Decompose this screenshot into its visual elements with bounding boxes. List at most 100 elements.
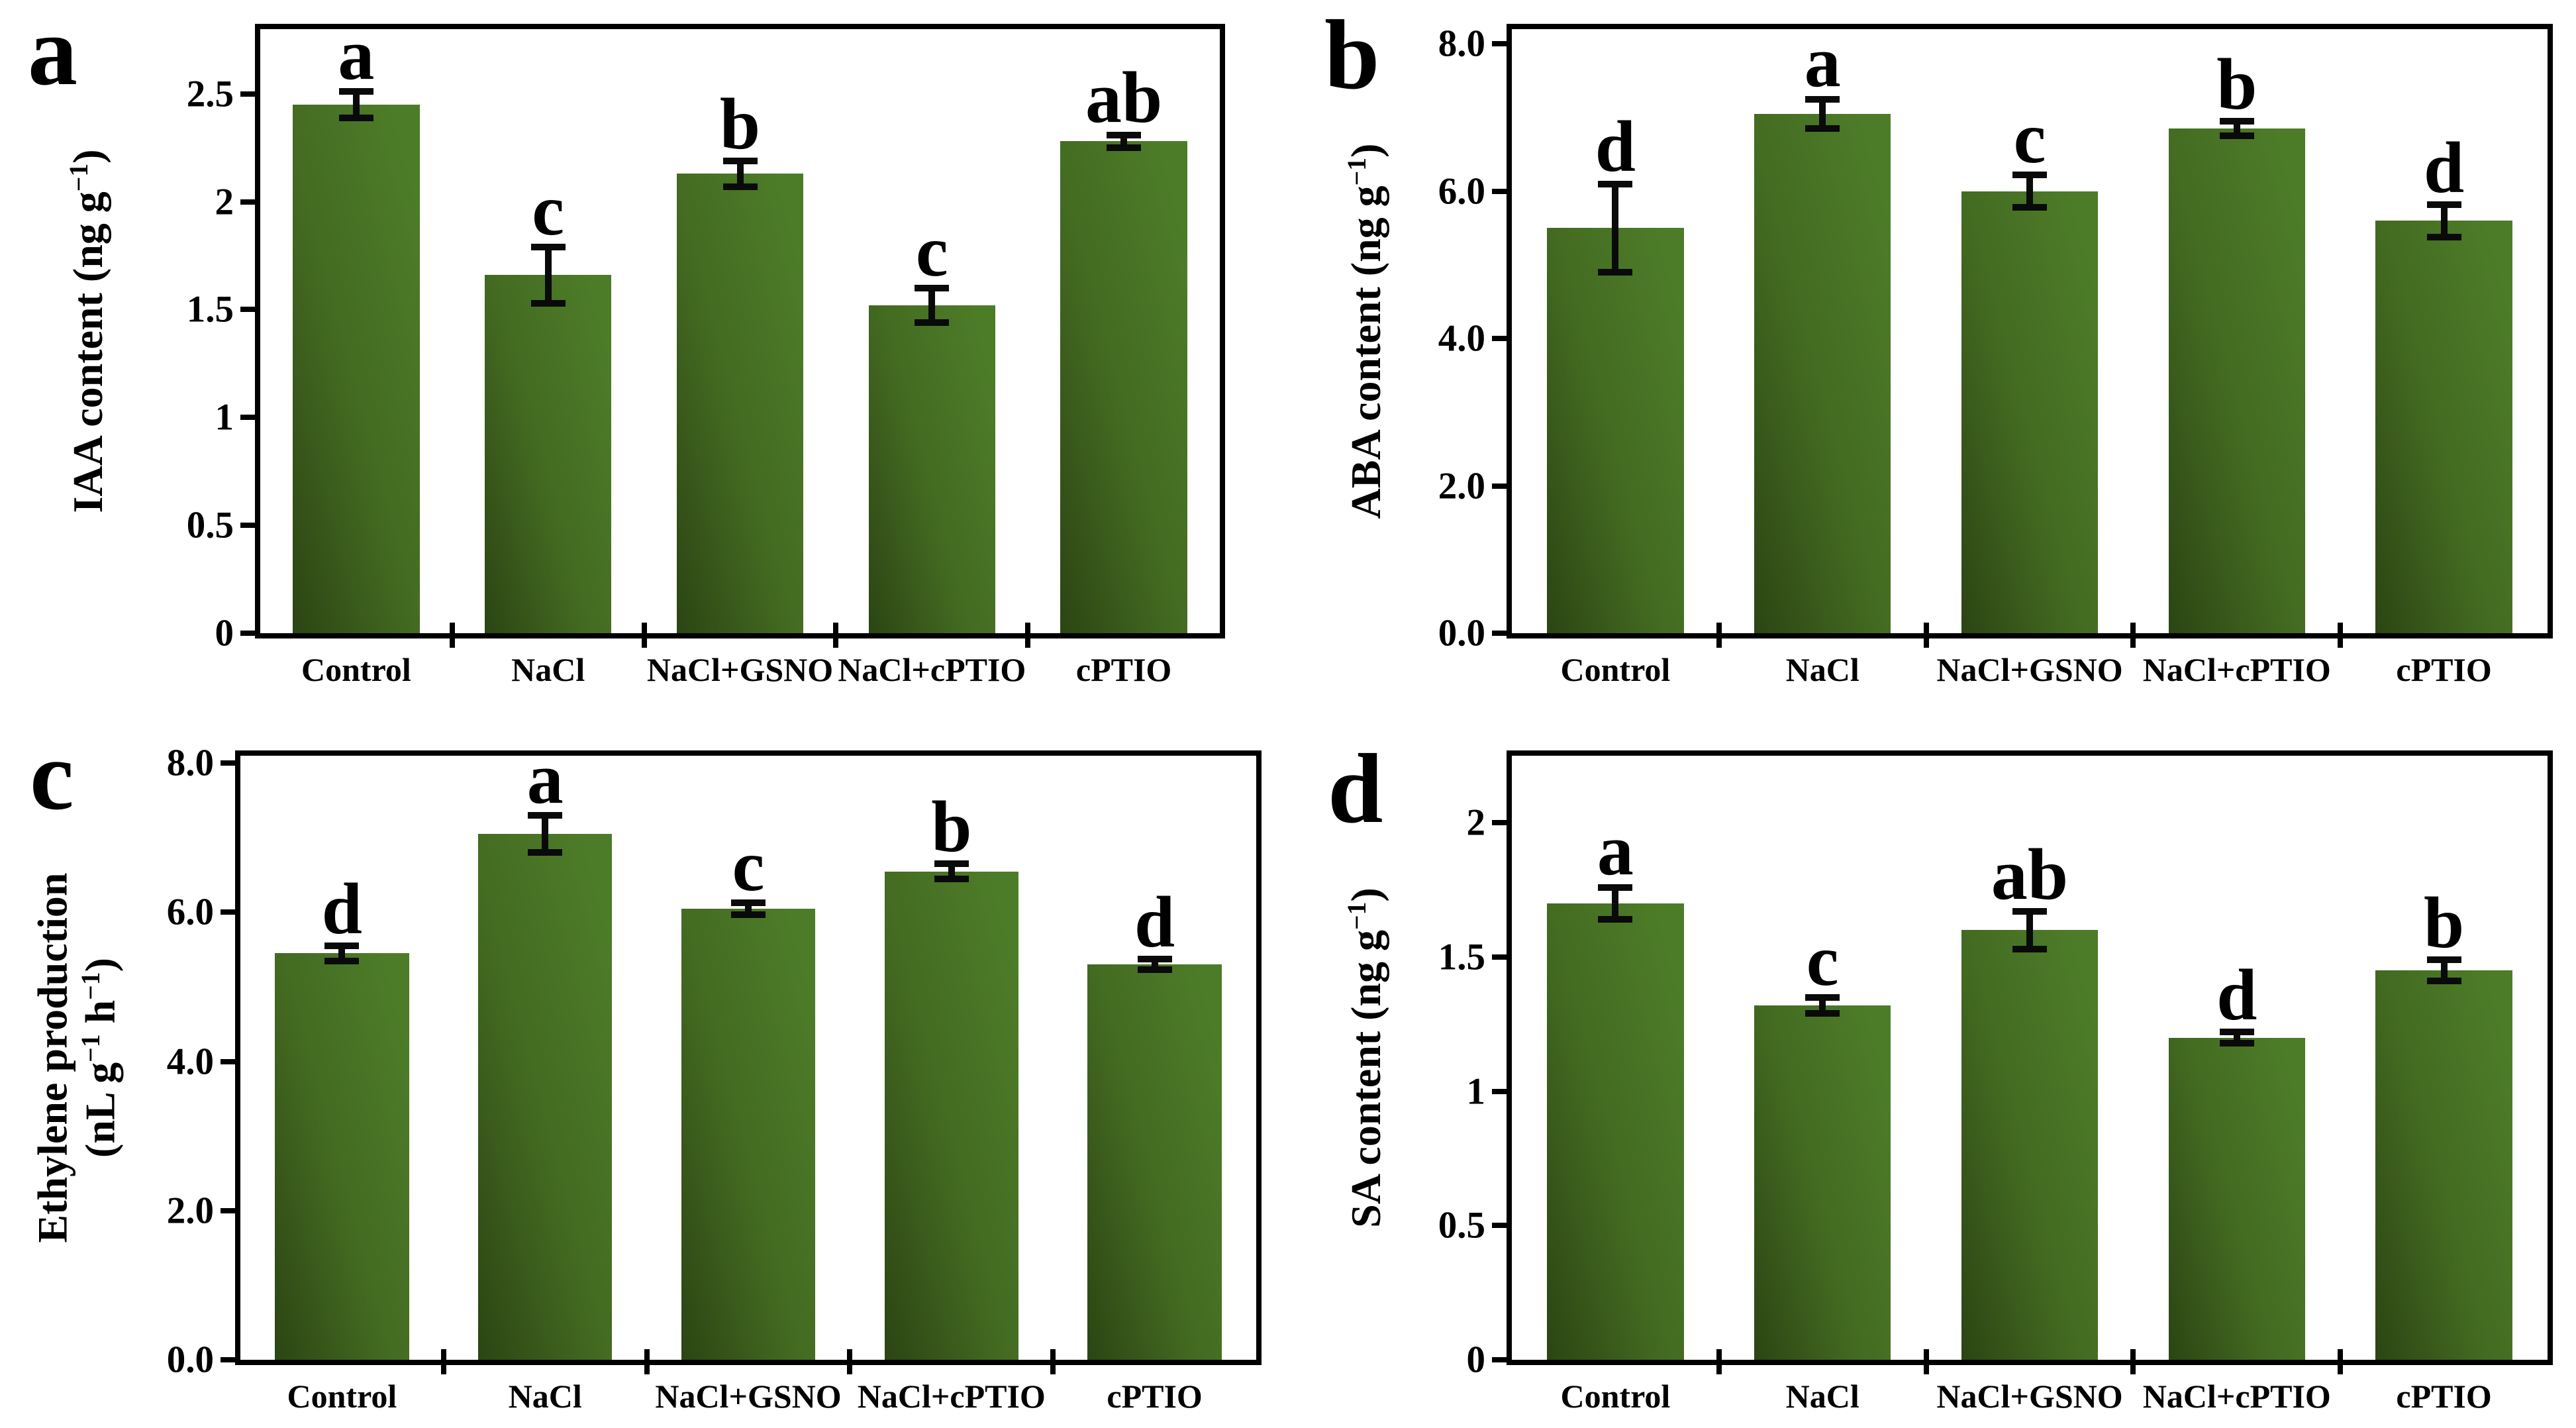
- category-label-control: Control: [287, 1378, 397, 1415]
- category-label-control: Control: [1560, 1378, 1671, 1415]
- error-bar-cap: [915, 319, 950, 326]
- category-label-nacl-cptio: NaCl+cPTIO: [857, 1378, 1046, 1415]
- y-axis-title: ABA content (ng g−1): [1342, 144, 1390, 519]
- y-tick-label: 6.0: [166, 891, 214, 933]
- error-bar-cap: [1598, 180, 1633, 187]
- error-bar-cap: [324, 943, 360, 950]
- category-label-nacl-cptio: NaCl+cPTIO: [2142, 1378, 2331, 1415]
- error-bar-cap: [1805, 994, 1840, 1001]
- error-bar-cap: [731, 911, 766, 918]
- error-bar-cptio: [1151, 959, 1158, 970]
- bar-nacl: [485, 275, 612, 633]
- significance-letter-control: d: [1595, 106, 1636, 187]
- error-bar-cap: [2426, 201, 2461, 208]
- error-bar-cap: [2012, 908, 2047, 915]
- y-axis-title-line: Ethylene production: [28, 872, 76, 1243]
- x-axis-tick-mark: [1716, 1349, 1722, 1374]
- bar-control: [1547, 228, 1684, 633]
- error-bar-cap: [1137, 966, 1172, 974]
- error-bar-cap: [2012, 204, 2047, 211]
- y-tick-label: 0.5: [186, 504, 234, 546]
- y-axis-title: SA content (ng g−1): [1342, 888, 1390, 1228]
- y-axis-title-line: SA content (ng g−1): [1342, 888, 1389, 1228]
- y-tick-mark: [240, 631, 255, 636]
- error-bar-control: [352, 91, 360, 118]
- significance-letter-nacl-gsno: c: [2013, 97, 2046, 179]
- y-tick-mark: [1492, 631, 1507, 636]
- error-bar-cap: [1598, 916, 1633, 923]
- x-axis-tick-mark: [2338, 623, 2344, 648]
- y-tick-mark: [1492, 1357, 1507, 1362]
- y-tick-label: 2: [1466, 801, 1486, 844]
- error-bar-cap: [731, 899, 766, 906]
- y-tick-mark: [1492, 483, 1507, 489]
- y-tick-mark: [1492, 1088, 1507, 1094]
- y-tick-mark: [221, 760, 235, 766]
- x-axis-tick-mark: [847, 1349, 853, 1374]
- significance-letter-nacl-cptio: d: [2216, 954, 2257, 1036]
- error-bar-cap: [934, 860, 969, 868]
- y-tick-mark: [240, 307, 255, 313]
- error-bar-cap: [934, 875, 969, 882]
- error-bar-cap: [915, 284, 950, 291]
- y-tick-mark: [1492, 1223, 1507, 1229]
- y-axis-title: IAA content (ng g−1): [64, 149, 112, 513]
- significance-letter-cptio: d: [1134, 882, 1175, 963]
- y-tick-label: 4.0: [166, 1041, 214, 1083]
- category-label-nacl-gsno: NaCl+GSNO: [1936, 1378, 2123, 1415]
- significance-letter-nacl-gsno: ab: [1991, 833, 2069, 915]
- error-bar-cap: [1805, 1010, 1840, 1017]
- bar-cptio: [1060, 141, 1187, 633]
- y-tick-label: 2.0: [1438, 465, 1485, 507]
- bar-control: [275, 953, 409, 1360]
- error-bar-control: [1612, 887, 1619, 920]
- x-axis-tick-mark: [1716, 623, 1722, 648]
- significance-letter-control: a: [1597, 809, 1634, 891]
- error-bar-cap: [1107, 131, 1142, 138]
- significance-letter-nacl: c: [1806, 919, 1839, 1001]
- y-tick-label: 2.5: [186, 73, 234, 115]
- category-label-nacl-cptio: NaCl+cPTIO: [838, 651, 1026, 688]
- error-bar-cap: [530, 299, 566, 307]
- y-tick-label: 1: [215, 396, 234, 438]
- category-label-nacl-cptio: NaCl+cPTIO: [2142, 651, 2331, 688]
- significance-letter-nacl-cptio: b: [931, 786, 972, 868]
- bar-nacl-cptio: [884, 871, 1019, 1360]
- error-bar-cap: [338, 88, 373, 95]
- category-label-nacl: NaCl: [1785, 651, 1859, 688]
- significance-letter-nacl: c: [532, 169, 565, 250]
- error-bar-nacl-gsno: [2026, 175, 2033, 208]
- error-bar-cap: [2219, 1039, 2254, 1046]
- error-bar-cptio: [2440, 204, 2448, 237]
- y-axis-title-line: ABA content (ng g−1): [1342, 143, 1389, 519]
- significance-letter-nacl-cptio: c: [915, 210, 948, 291]
- error-bar-nacl-cptio: [2233, 1032, 2240, 1043]
- y-axis-title-line: (nL g−1 h−1): [75, 958, 123, 1158]
- category-label-cptio: cPTIO: [2396, 651, 2492, 688]
- significance-letter-nacl-gsno: b: [719, 83, 761, 164]
- panel-d-sa-content: d SA content (ng g−1) 0 0.5 1 1.5 2 a Control c…: [1288, 714, 2576, 1428]
- significance-letter-nacl-cptio: b: [2216, 43, 2257, 125]
- x-axis-tick-mark: [2130, 1349, 2136, 1374]
- error-bar-nacl: [542, 815, 549, 853]
- x-axis-tick-mark: [833, 623, 839, 648]
- error-bar-nacl-gsno: [736, 160, 744, 187]
- error-bar-cap: [2219, 132, 2254, 140]
- y-tick-mark: [240, 199, 255, 205]
- category-label-cptio: cPTIO: [1075, 651, 1172, 688]
- bar-control: [1547, 903, 1684, 1360]
- category-label-control: Control: [1560, 651, 1671, 688]
- panel-label-d: d: [1328, 734, 1383, 844]
- error-bar-nacl-gsno: [745, 902, 752, 915]
- bar-control: [293, 105, 420, 633]
- error-bar-cap: [338, 114, 373, 121]
- significance-letter-cptio: d: [2424, 127, 2465, 208]
- panel-label-b: b: [1324, 0, 1380, 110]
- y-tick-label: 8.0: [1438, 23, 1485, 65]
- plot-area: 0 0.5 1 1.5 2 2.5 a Control c NaCl b NaCl+GSNO c NaCl…: [187, 18, 1225, 688]
- error-bar-cap: [2426, 978, 2461, 985]
- error-bar-cap: [2219, 1029, 2254, 1036]
- y-tick-label: 0: [215, 612, 234, 654]
- plot-area: 0 0.5 1 1.5 2 a Control c NaCl ab NaCl+GSNO d NaCl+c…: [1438, 750, 2553, 1415]
